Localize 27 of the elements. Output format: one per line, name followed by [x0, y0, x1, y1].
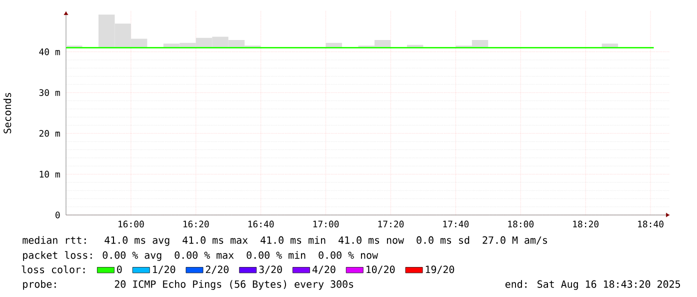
- x-tick-label: 18:40: [638, 220, 664, 228]
- text: probe: 20 ICMP Echo Pings (56 Bytes) every 300s: [23, 280, 354, 290]
- y-tick-label: 30 m: [39, 89, 60, 96]
- x-tick-label: 16:20: [183, 220, 209, 228]
- y-tick-label: 20 m: [39, 130, 60, 137]
- x-tick-label: 17:40: [443, 220, 469, 228]
- x-tick-label: 18:20: [573, 220, 598, 228]
- x-tick-label: 17:00: [313, 220, 339, 228]
- legend-label: 0: [117, 266, 122, 274]
- x-tick-label: 16:00: [118, 220, 144, 228]
- legend-label: 4/20: [312, 266, 336, 274]
- y-tick-label: 40 m: [39, 48, 60, 56]
- y-tick-label: 10 m: [40, 170, 60, 178]
- legend-label: 2/20: [206, 266, 229, 274]
- text: packet loss: 0.00 % avg 0.00 % max 0.00 % min 0.00 % now: [23, 251, 378, 261]
- x-tick-label: 17:20: [378, 220, 404, 228]
- text: median rtt: 41.0 ms avg 41.0 ms max 41.0 ms min 41.0 ms now 0.0 ms sd 27.0 M am/s: [22, 236, 548, 246]
- x-tick-label: 16:40: [248, 220, 274, 228]
- legend-label: 10/20: [366, 266, 395, 274]
- y-tick-label: 0: [56, 212, 60, 218]
- legend-title: loss color:: [22, 266, 85, 274]
- text: end: Sat Aug 16 18:43:20 2025: [505, 280, 680, 290]
- y-axis-title: Seconds: [3, 92, 12, 134]
- legend-label: 3/20: [259, 266, 282, 274]
- x-tick-label: 18:00: [508, 220, 534, 228]
- legend-label: 19/20: [426, 266, 454, 274]
- legend-label: 1/20: [153, 266, 176, 274]
